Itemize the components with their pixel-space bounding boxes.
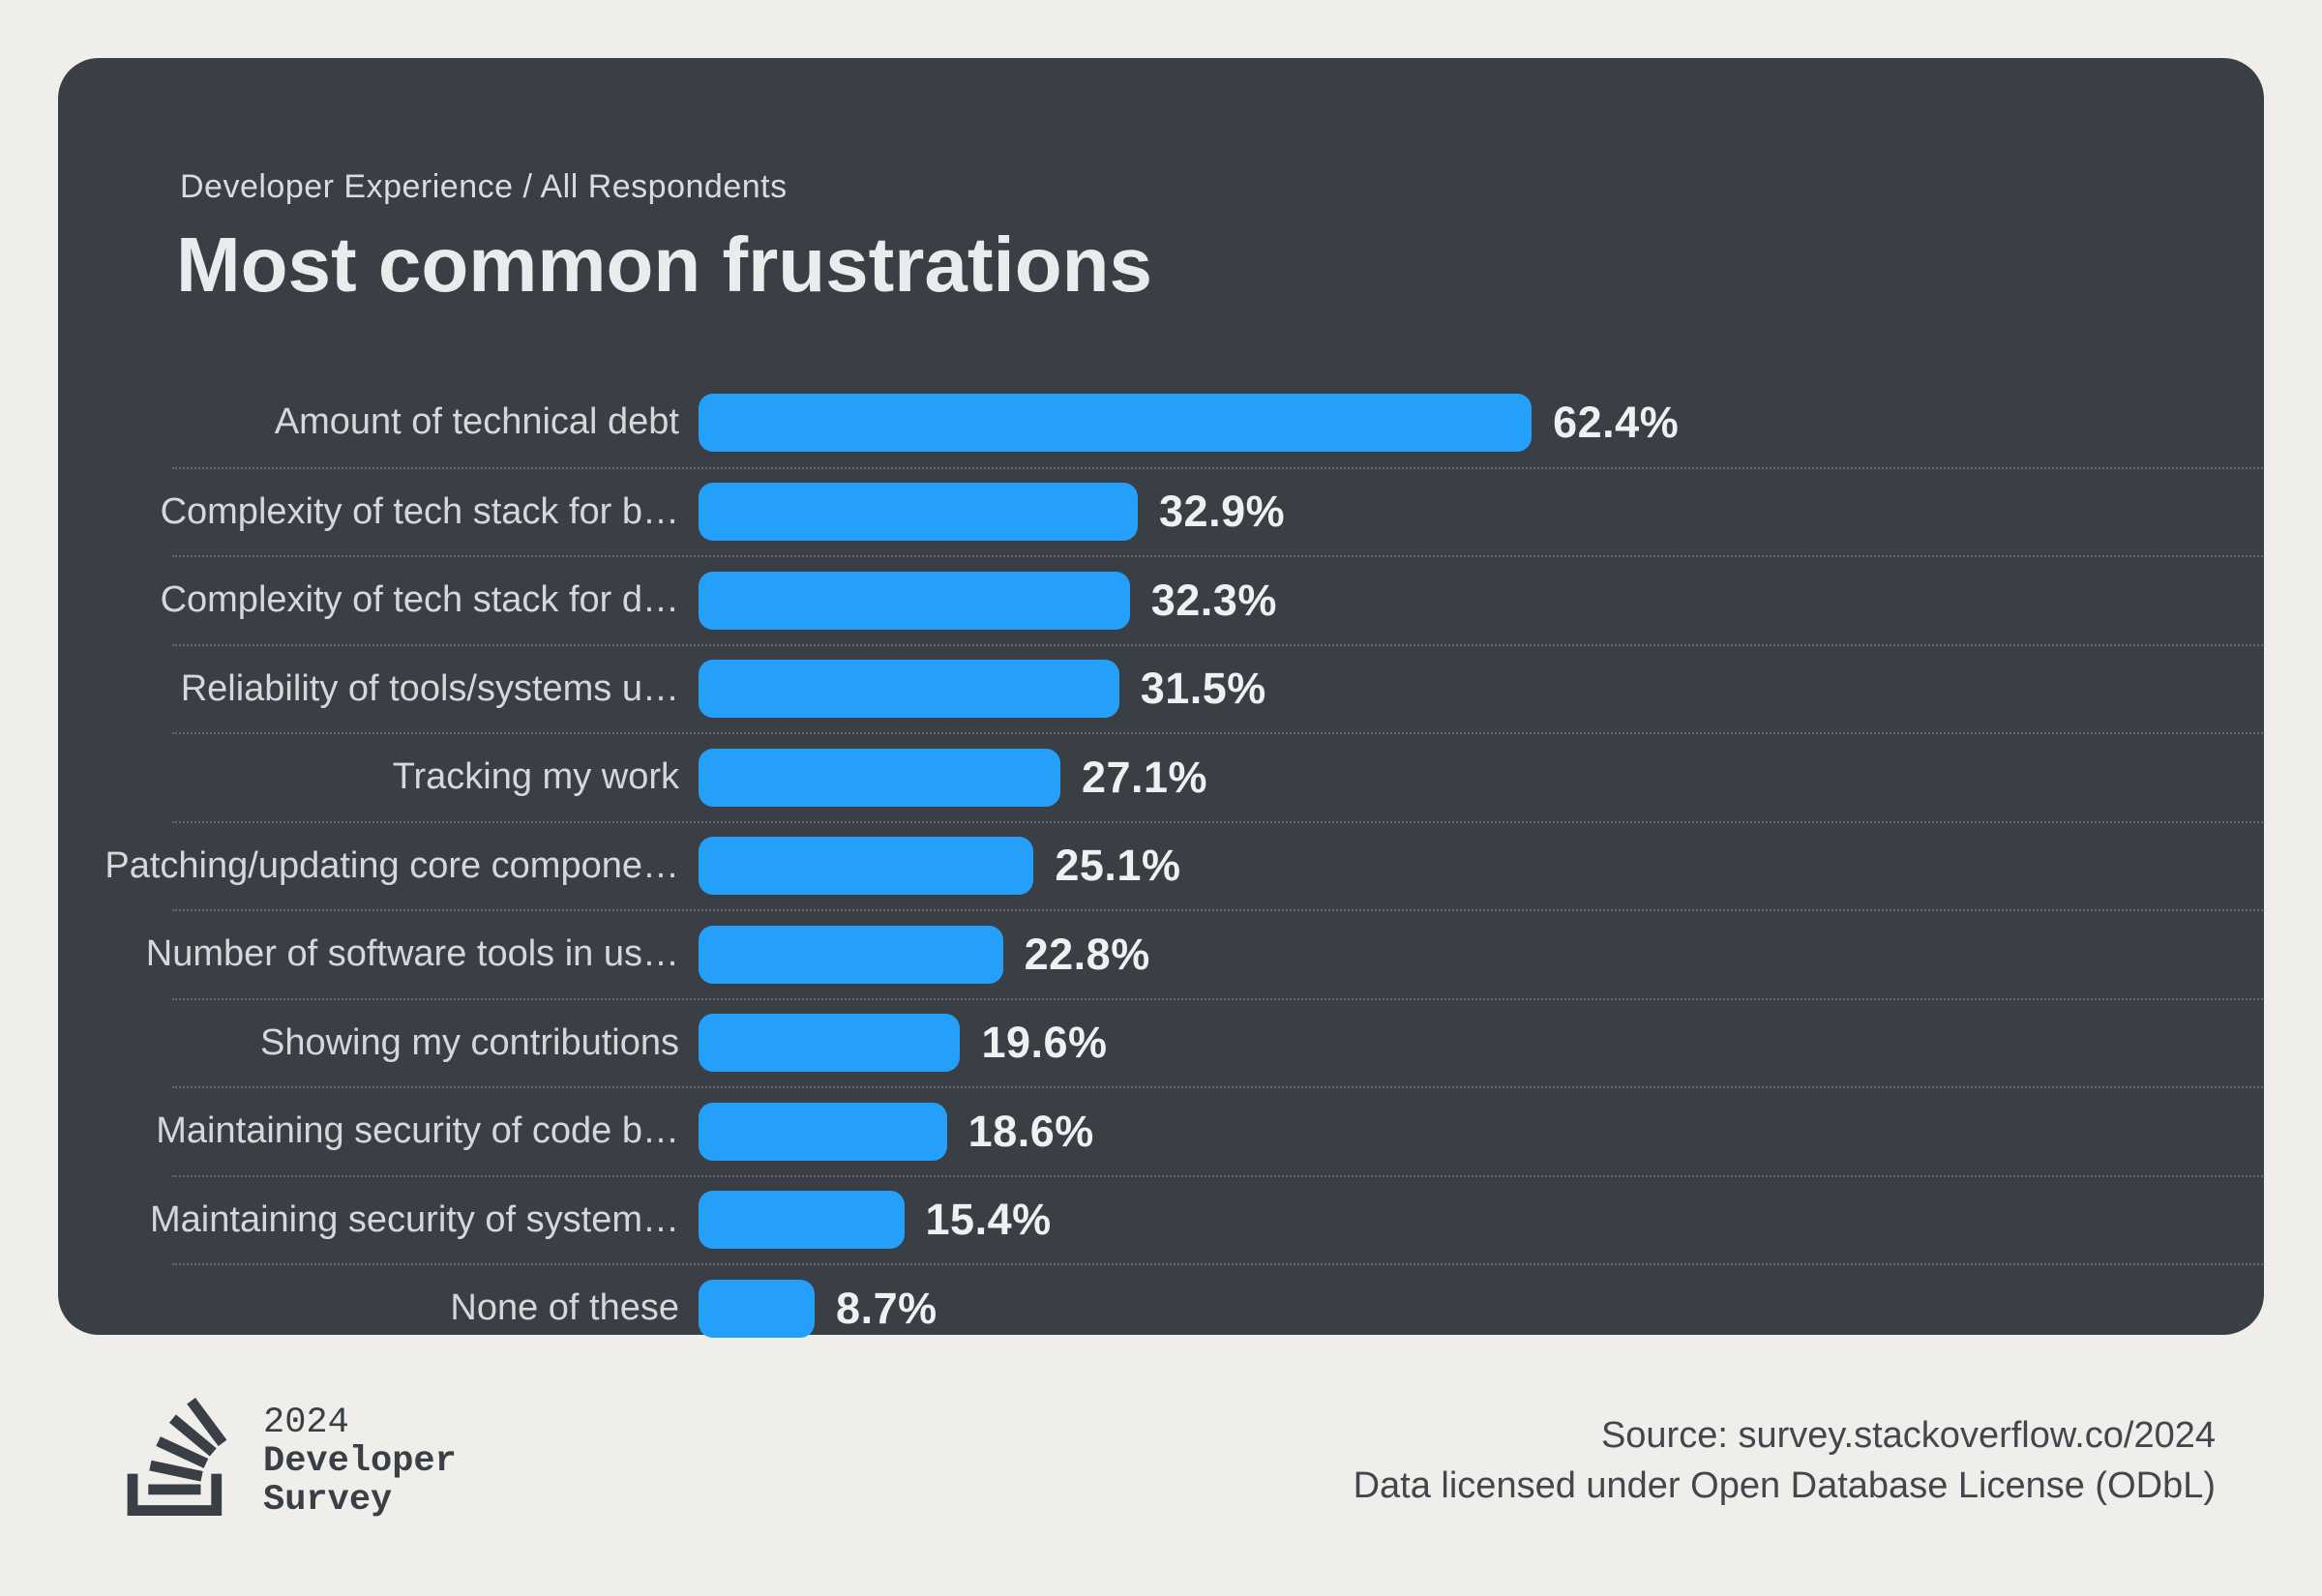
stackoverflow-survey-logo: 2024 Developer Survey — [118, 1394, 457, 1520]
value-label: 25.1% — [1055, 841, 1181, 891]
category-label-cell: Patching/updating core compone… — [104, 845, 679, 887]
value-label: 18.6% — [968, 1106, 1094, 1156]
category-label-cell: Tracking my work — [172, 756, 679, 798]
bar — [699, 1102, 947, 1161]
bar-track: 32.3% — [699, 557, 2266, 644]
bar-track: 19.6% — [699, 1000, 2266, 1087]
category-label: Amount of technical debt — [274, 401, 679, 443]
category-label-cell: Number of software tools in us… — [146, 933, 679, 975]
source-url-line: Source: survey.stackoverflow.co/2024 — [1600, 1415, 2216, 1456]
bar-row: Maintaining security of system… 15.4% — [150, 1174, 2266, 1264]
logo-line-developer: Developer — [263, 1441, 457, 1482]
bar — [699, 483, 1139, 542]
bar — [699, 1014, 961, 1073]
value-label: 19.6% — [981, 1018, 1108, 1068]
chart-subtitle: Developer Experience / All Respondents — [180, 168, 788, 205]
value-label: 31.5% — [1140, 664, 1266, 714]
bar-row: Amount of technical debt 62.4% — [172, 378, 2266, 467]
category-label: Maintaining security of code b… — [156, 1110, 679, 1152]
bar-track: 32.9% — [699, 469, 2266, 556]
bar-row: Reliability of tools/systems u… 31.5% — [172, 643, 2266, 733]
category-label: Complexity of tech stack for d… — [160, 579, 679, 621]
bar-track: 8.7% — [699, 1265, 2266, 1352]
category-label: Patching/updating core compone… — [104, 844, 679, 886]
category-label-cell: None of these — [172, 1287, 679, 1329]
bar — [699, 1191, 905, 1250]
value-label: 8.7% — [836, 1283, 938, 1333]
bar-row: Tracking my work 27.1% — [172, 732, 2266, 821]
bar-track: 27.1% — [699, 734, 2266, 821]
bar-row: Showing my contributions 19.6% — [172, 997, 2266, 1087]
chart-title: Most common frustrations — [176, 222, 1152, 308]
value-label: 22.8% — [1024, 929, 1150, 979]
bar — [699, 1279, 816, 1338]
bar-track: 31.5% — [699, 646, 2266, 733]
category-label-cell: Maintaining security of code b… — [156, 1110, 679, 1152]
bar-track: 62.4% — [699, 378, 2266, 467]
category-label: Number of software tools in us… — [145, 933, 679, 975]
bar-track: 18.6% — [699, 1088, 2266, 1175]
bar — [699, 571, 1130, 630]
category-label-cell: Showing my contributions — [172, 1022, 679, 1064]
category-label: Tracking my work — [392, 756, 679, 798]
logo-text: 2024 Developer Survey — [263, 1404, 457, 1520]
bar-row: Number of software tools in us… 22.8% — [146, 909, 2266, 998]
bar-chart: Amount of technical debt 62.4% Complexity … — [104, 378, 2266, 1352]
category-label: Complexity of tech stack for b… — [160, 490, 679, 532]
bar-row: Patching/updating core compone… 25.1% — [104, 820, 2266, 910]
bar — [699, 837, 1034, 896]
bar-row: Maintaining security of code b… 18.6% — [156, 1086, 2266, 1175]
bar-track: 22.8% — [699, 911, 2266, 998]
bar — [699, 925, 1003, 984]
bar — [699, 660, 1119, 719]
category-label-cell: Amount of technical debt — [172, 401, 679, 443]
category-label-cell: Complexity of tech stack for d… — [161, 579, 679, 621]
bar-track: 15.4% — [699, 1177, 2266, 1264]
bar — [699, 748, 1060, 807]
bar-row: None of these 8.7% — [172, 1263, 2266, 1352]
category-label: None of these — [450, 1287, 679, 1329]
logo-line-survey: Survey — [263, 1480, 393, 1521]
value-label: 27.1% — [1081, 752, 1208, 802]
source-attribution: Source: survey.stackoverflow.co/2024 Dat… — [1354, 1410, 2216, 1511]
category-label-cell: Reliability of tools/systems u… — [172, 668, 679, 710]
category-label: Showing my contributions — [260, 1021, 679, 1063]
stackoverflow-logo-icon — [127, 1398, 227, 1516]
bar-row: Complexity of tech stack for d… 32.3% — [161, 555, 2266, 644]
logo-year: 2024 — [263, 1403, 349, 1443]
license-line: Data licensed under Open Database Licens… — [1353, 1465, 2216, 1506]
bar-track: 25.1% — [699, 823, 2266, 910]
bar — [699, 393, 1533, 452]
category-label: Reliability of tools/systems u… — [180, 667, 679, 709]
value-label: 15.4% — [925, 1195, 1052, 1245]
value-label: 62.4% — [1553, 397, 1680, 447]
bar-row: Complexity of tech stack for b… 32.9% — [161, 466, 2266, 556]
chart-card: Developer Experience / All Respondents M… — [58, 58, 2266, 1338]
value-label: 32.3% — [1150, 575, 1277, 625]
value-label: 32.9% — [1159, 487, 1286, 537]
category-label: Maintaining security of system… — [150, 1198, 679, 1240]
category-label-cell: Maintaining security of system… — [150, 1199, 679, 1241]
category-label-cell: Complexity of tech stack for b… — [161, 491, 679, 533]
